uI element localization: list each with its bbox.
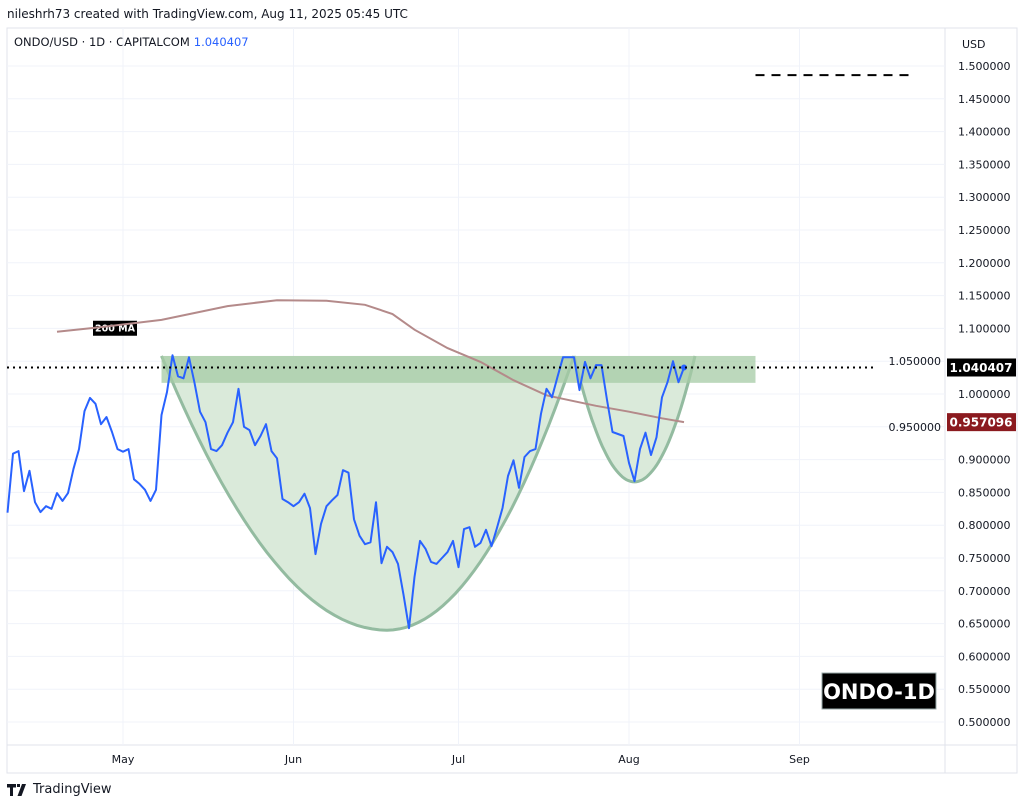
price-tick-label: 0.650000 <box>958 618 1011 631</box>
price-tick-label: 0.700000 <box>958 585 1011 598</box>
currency-label: USD <box>962 38 986 51</box>
resistance-zone[interactable] <box>161 355 756 383</box>
price-tick-label: 0.950000 <box>889 421 942 434</box>
price-tick-label: 1.450000 <box>958 93 1011 106</box>
price-tick-label: 1.150000 <box>958 290 1011 303</box>
price-tick-label: 1.500000 <box>958 60 1011 73</box>
last-price-dot <box>681 364 687 371</box>
time-tick-label: Aug <box>618 753 639 766</box>
price-tick-label: 0.550000 <box>958 683 1011 696</box>
price-tick-label: 0.850000 <box>958 486 1011 499</box>
cup-shape[interactable] <box>160 355 576 632</box>
brand-name: TradingView <box>33 782 112 797</box>
last-price-label-bg <box>947 358 1016 377</box>
time-tick-label: Jul <box>451 753 465 766</box>
tradingview-logo-icon <box>7 783 26 796</box>
watermark-label: ONDO-1D <box>823 680 935 704</box>
series-lines <box>6 299 875 630</box>
footer-brand[interactable]: TradingView <box>7 782 112 797</box>
chart-frame <box>6 27 1018 774</box>
ma-price-label: 0.957096 <box>949 416 1012 430</box>
price-tick-label: 0.800000 <box>958 519 1011 532</box>
price-tick-label: 1.400000 <box>958 126 1011 139</box>
price-tick-label: 0.600000 <box>958 650 1011 663</box>
price-tick-label: 1.350000 <box>958 158 1011 171</box>
ma-price-label-bg <box>947 413 1016 432</box>
ma-200-line <box>56 299 685 424</box>
price-tick-label: 1.100000 <box>958 322 1011 335</box>
last-price-label: 1.040407 <box>949 361 1012 375</box>
price-tick-label: 1.200000 <box>958 257 1011 270</box>
price-tick-label: 1.300000 <box>958 191 1011 204</box>
price-tick-label: 1.050000 <box>889 355 942 368</box>
time-tick-label: May <box>112 753 135 766</box>
price-tick-label: 1.000000 <box>958 388 1011 401</box>
watermark-box <box>821 672 937 710</box>
last-value: 1.040407 <box>193 35 249 49</box>
symbol-legend[interactable]: ONDO/USD · 1D · CAPITALCOM 1.040407 <box>14 35 249 49</box>
time-tick-label: Sep <box>789 753 810 766</box>
symbol-info: ONDO/USD · 1D · CAPITALCOM <box>14 35 190 49</box>
price-tick-label: 0.750000 <box>958 552 1011 565</box>
price-tick-label: 0.500000 <box>958 716 1011 729</box>
price-line <box>6 354 685 630</box>
chart-drawings: 200 MA ONDO-1D <box>93 74 937 710</box>
price-tick-label: 0.900000 <box>958 454 1011 467</box>
axes: 1.500000 1.450000 1.400000 1.350000 1.300000… <box>112 38 1016 766</box>
time-tick-label: Jun <box>284 753 302 766</box>
price-tick-label: 1.250000 <box>958 224 1011 237</box>
ma-label: 200 MA <box>95 324 136 335</box>
chart-attribution: nileshrh73 created with TradingView.com,… <box>7 7 408 21</box>
